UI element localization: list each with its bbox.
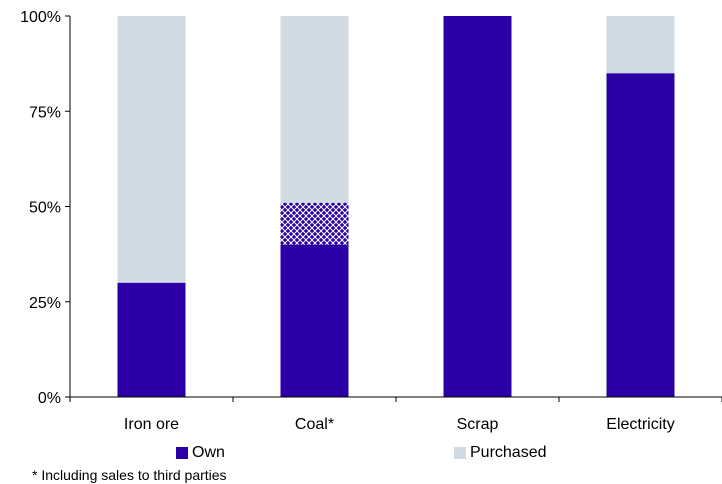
legend: Own Purchased — [0, 444, 722, 464]
y-tick-label: 75% — [29, 104, 61, 121]
bar-electricity-series-2 — [606, 16, 675, 74]
axes-group — [65, 15, 722, 402]
y-tick-labels: 0% 25% 50% 75% 100% — [20, 9, 61, 407]
legend-label-own: Own — [192, 444, 225, 461]
bars-group — [117, 16, 675, 397]
bar-ironore-series-0 — [117, 282, 186, 397]
footnote: * Including sales to third parties — [32, 467, 227, 483]
y-tick-label: 100% — [20, 9, 61, 26]
legend-item-purchased: Purchased — [454, 444, 547, 462]
legend-swatch-purchased — [454, 447, 466, 459]
x-category-label: Scrap — [457, 416, 499, 433]
x-category-label: Electricity — [606, 416, 674, 433]
x-category-labels: Iron ore Coal* Scrap Electricity — [124, 416, 675, 433]
x-category-label: Iron ore — [124, 416, 179, 433]
bar-electricity-series-0 — [606, 73, 675, 397]
legend-item-own: Own — [176, 444, 225, 462]
y-tick-label: 25% — [29, 295, 61, 312]
bar-coal-series-2 — [280, 16, 349, 203]
y-tick-label: 0% — [38, 390, 61, 407]
x-category-label: Coal* — [295, 416, 334, 433]
bar-coal-series-1 — [280, 202, 349, 245]
bar-coal-series-0 — [280, 244, 349, 397]
legend-swatch-own — [176, 447, 188, 459]
stacked-bar-chart: 0% 25% 50% 75% 100% Iron ore Coal* Scrap Electr… — [20, 9, 722, 433]
bar-ironore-series-2 — [117, 16, 186, 283]
legend-label-purchased: Purchased — [470, 444, 547, 461]
bar-scrap-series-0 — [443, 16, 512, 397]
y-tick-label: 50% — [29, 200, 61, 217]
